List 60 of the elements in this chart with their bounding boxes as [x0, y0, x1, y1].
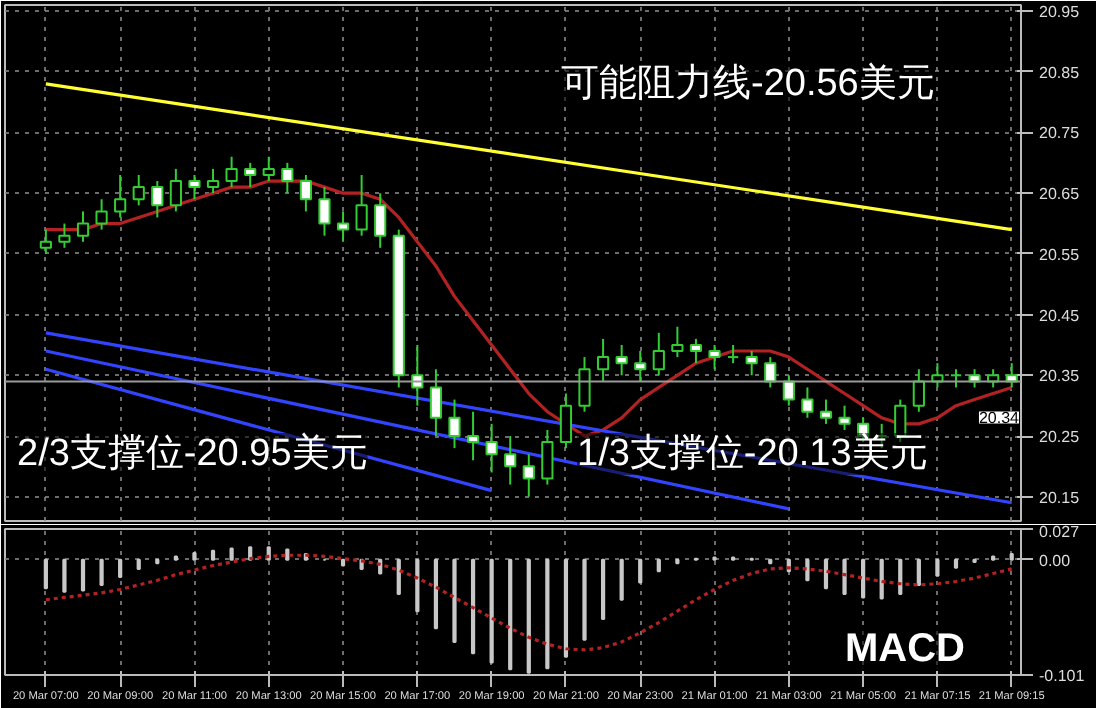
candlestick — [39, 228, 52, 255]
candlestick — [374, 192, 387, 249]
candlestick — [485, 422, 498, 474]
candlestick — [58, 222, 71, 249]
candlestick — [169, 167, 182, 213]
candlestick — [336, 210, 350, 243]
y-tick-label: 20.85 — [1039, 63, 1081, 82]
candlestick — [596, 337, 610, 383]
y-tick-label: 20.45 — [1039, 306, 1081, 325]
candlestick — [912, 368, 925, 413]
annotation: 2/3支撑位-20.95美元 — [17, 431, 368, 475]
y-tick-label: 20.15 — [1039, 488, 1081, 507]
candlestick — [671, 325, 684, 359]
candlestick — [559, 392, 573, 450]
y-tick-label: -0.101 — [1039, 667, 1086, 685]
candlestick — [355, 173, 368, 237]
candlestick — [318, 186, 331, 237]
candlestick — [206, 167, 220, 195]
candlestick — [634, 350, 647, 383]
candlestick — [782, 374, 795, 407]
candlestick — [188, 173, 201, 201]
candlestick — [578, 356, 591, 413]
y-tick-label: 20.55 — [1039, 245, 1081, 264]
candlestick — [745, 350, 758, 377]
candlestick — [615, 343, 628, 377]
candlestick — [838, 404, 851, 431]
candlestick — [114, 173, 127, 219]
candlestick — [299, 173, 313, 213]
candlestick — [262, 155, 275, 183]
y-tick-label: 20.25 — [1039, 428, 1081, 447]
y-tick-label: 20.75 — [1039, 124, 1081, 143]
candlestick — [819, 398, 833, 425]
candlestick — [504, 435, 517, 486]
ref-line-label: 20.34 — [978, 409, 1021, 428]
candlestick — [726, 343, 740, 365]
candlestick — [132, 173, 145, 207]
annotation: MACD — [845, 627, 965, 671]
candlestick — [689, 337, 703, 365]
y-tick-label: 20.95 — [1039, 3, 1081, 22]
candlestick — [652, 331, 665, 377]
candlestick — [466, 410, 480, 462]
candlestick — [244, 161, 257, 189]
candlestick — [949, 368, 963, 389]
annotation: 可能阻力线-20.56美元 — [561, 61, 935, 105]
candlestick — [522, 453, 535, 498]
candlestick — [541, 428, 554, 486]
y-tick-label: 20.65 — [1039, 185, 1081, 204]
candlestick — [225, 155, 238, 189]
candlestick — [95, 198, 108, 231]
y-tick-label: 0.00 — [1039, 551, 1072, 570]
candlestick — [281, 161, 294, 195]
y-tick-label: 20.35 — [1039, 367, 1081, 386]
candlestick — [708, 343, 721, 371]
candlestick — [76, 210, 90, 243]
y-tick-label: 0.027 — [1039, 523, 1081, 541]
candlestick — [448, 398, 461, 450]
annotation: 1/3支撑位-20.13美元 — [577, 431, 928, 475]
candlestick — [429, 368, 443, 438]
candlestick — [151, 180, 164, 219]
candlestick — [801, 386, 814, 419]
